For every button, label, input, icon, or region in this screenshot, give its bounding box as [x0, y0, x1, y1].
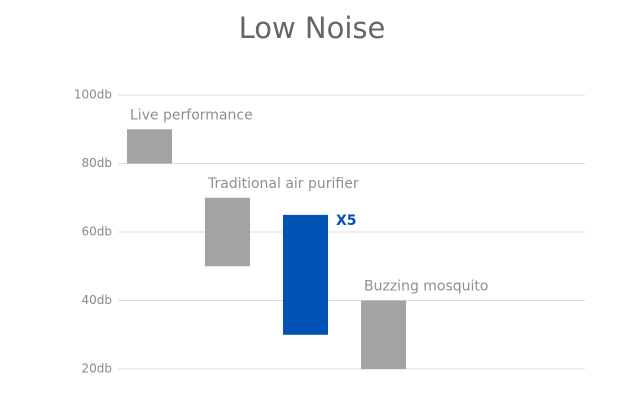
bar-label: Buzzing mosquito: [364, 279, 488, 295]
bar: [127, 129, 172, 164]
bar-label: Live performance: [130, 107, 253, 123]
bar-label: X5: [336, 213, 357, 229]
y-tick-label: 100db: [74, 88, 112, 102]
bar: [283, 214, 328, 335]
y-tick-label: 40db: [81, 293, 112, 307]
chart-title: Low Noise: [239, 11, 386, 45]
bar: [361, 300, 406, 369]
bar: [205, 197, 250, 267]
bar-label: Traditional air purifier: [207, 176, 359, 192]
y-tick-label: 60db: [81, 225, 112, 239]
y-tick-label: 20db: [81, 362, 112, 376]
y-tick-label: 80db: [81, 156, 112, 170]
